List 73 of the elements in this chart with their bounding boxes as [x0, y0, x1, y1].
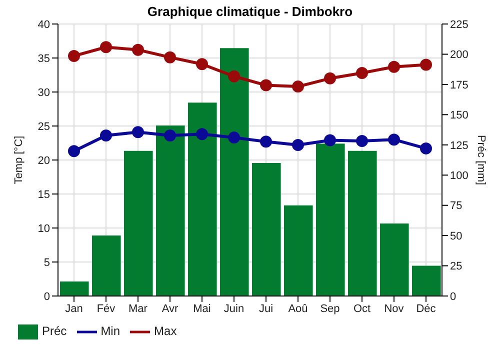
point: [228, 132, 240, 144]
bar: [412, 266, 441, 296]
y-tick-label: 25: [38, 120, 50, 133]
point: [132, 44, 144, 56]
point: [260, 136, 272, 148]
point: [68, 50, 80, 62]
y-tick-label: 15: [38, 188, 50, 201]
legend-label: Max: [154, 324, 177, 338]
y-axis-title: Temp [°C]: [12, 136, 25, 184]
point: [100, 41, 112, 54]
point: [164, 130, 176, 142]
bar: [220, 48, 249, 296]
x-tick-label: Fév: [96, 302, 116, 315]
y-tick-label: 35: [38, 52, 50, 65]
point: [196, 128, 208, 140]
point: [260, 79, 272, 92]
y2-tick-label: 225: [450, 18, 468, 31]
point: [420, 142, 432, 154]
y2-tick-label: 175: [450, 79, 468, 92]
x-tick-label: Jui: [258, 302, 274, 315]
point: [356, 134, 368, 147]
y2-tick-label: 200: [450, 49, 468, 62]
y-tick-label: 40: [38, 18, 50, 31]
legend-label: Préc: [42, 324, 67, 338]
x-tick-label: Juin: [224, 302, 244, 315]
point: [324, 72, 336, 84]
y2-axis-title: Préc [mm]: [475, 134, 488, 186]
y2-tick-label: 100: [450, 170, 468, 182]
point: [420, 58, 432, 71]
point: [292, 80, 304, 93]
point: [388, 134, 400, 146]
y-tick-label: 20: [38, 154, 50, 167]
x-tick-label: Jan: [65, 302, 83, 315]
y-tick-label: 5: [44, 256, 50, 269]
bar: [60, 281, 89, 296]
bar: [284, 205, 313, 296]
bar: [316, 144, 345, 296]
point: [132, 126, 144, 138]
x-tick-label: Aoû: [288, 302, 308, 315]
point: [100, 130, 112, 142]
chart-title: Graphique climatique - Dimbokro: [146, 4, 354, 19]
point: [356, 66, 368, 79]
y2-tick-label: 75: [450, 200, 462, 212]
point: [324, 134, 336, 146]
bar: [188, 102, 217, 296]
x-tick-label: Oct: [353, 302, 371, 315]
y2-tick-label: 50: [450, 230, 462, 242]
legend-label: Min: [100, 324, 120, 338]
bar: [156, 126, 185, 296]
point: [196, 58, 208, 70]
x-tick-label: Sep: [320, 302, 340, 315]
y-tick-label: 10: [38, 222, 50, 235]
point: [228, 70, 240, 82]
point: [292, 139, 304, 152]
x-tick-label: Déc: [416, 302, 436, 315]
point: [68, 145, 80, 158]
y-tick-label: 30: [38, 86, 50, 99]
y2-tick-label: 125: [450, 140, 468, 152]
y2-tick-label: 25: [450, 260, 462, 273]
x-tick-label: Mai: [193, 302, 211, 315]
bar: [348, 150, 377, 296]
point: [388, 60, 400, 73]
bar: [380, 223, 409, 296]
y2-tick-label: 150: [450, 110, 468, 122]
x-tick-label: Avr: [162, 302, 178, 315]
x-tick-label: Mar: [128, 302, 148, 315]
bar: [124, 150, 153, 296]
bar: [252, 163, 281, 296]
point: [164, 51, 176, 64]
x-tick-label: Nov: [384, 302, 404, 315]
bar: [92, 236, 121, 296]
y2-tick-label: 0: [450, 290, 456, 303]
y-tick-label: 0: [44, 290, 50, 303]
